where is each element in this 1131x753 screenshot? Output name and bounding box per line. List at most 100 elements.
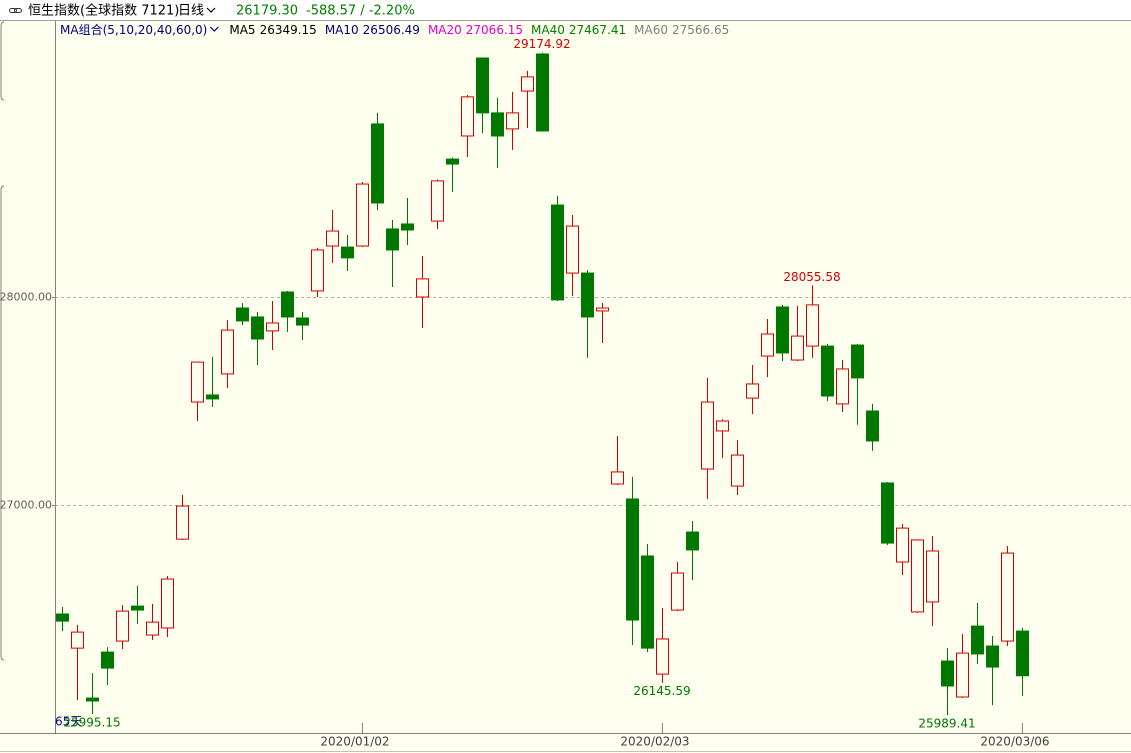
ma-name: MA60 [634,23,668,37]
candle-body [671,572,684,611]
candle-body [506,112,519,130]
candle-body [371,123,384,204]
ma-value: 27066.15 [466,23,523,37]
candle-body [746,383,759,399]
candle-body [386,228,399,251]
candle-body [281,291,294,318]
ma-value: 26506.49 [363,23,420,37]
candle-body [431,180,444,222]
low-label: 25989.41 [918,717,975,731]
high-label: 28055.58 [783,270,840,284]
candle-body [851,344,864,379]
candle-body [821,345,834,397]
candle-body [236,307,249,322]
side-panel-edge [0,21,5,661]
ma-value: 26349.15 [260,23,317,37]
candle-body [881,482,894,544]
candle-body [161,578,174,629]
candle-body [461,96,474,137]
candle-body [341,246,354,259]
low-label: 25995.15 [63,716,120,730]
candle-body [176,505,189,540]
candle-body [566,225,579,274]
candle-body [911,539,924,613]
candle-body [596,307,609,312]
candle-body [356,183,369,247]
candle-body [626,498,639,621]
ma-name: MA40 [531,23,565,37]
range-label: 65天 [55,715,82,729]
candle-body [716,420,729,432]
x-tick-label: 2020/03/06 [980,735,1049,749]
candle-body [326,230,339,247]
ma-name: MA10 [325,23,359,37]
candle-body [656,638,669,675]
period-selector[interactable]: 日线 [178,4,204,19]
candle-body [776,306,789,354]
candle-body [866,410,879,442]
ma-chevron[interactable] [209,26,219,32]
candle-body [686,531,699,551]
link-icon [9,8,22,13]
candle-body [836,368,849,405]
high-label: 29174.92 [513,37,570,51]
candle-body [641,555,654,649]
candle-body [86,697,99,702]
last-price: 26179.30 [236,4,298,19]
x-tick-label: 2020/01/02 [320,735,389,749]
candle-body [131,605,144,611]
ma-name: MA20 [428,23,462,37]
candle-body [701,401,714,470]
candle-body [101,651,114,669]
candle-body [206,394,219,400]
candle-body [761,333,774,357]
period-chevron[interactable] [206,7,216,13]
ma-group-label: MA组合(5,10,20,40,60,0) [60,22,207,37]
ma-name: MA5 [229,23,255,37]
candle-body [251,316,264,340]
low-label: 26145.59 [633,684,690,698]
candle-body [731,454,744,487]
ma-value: 27467.41 [569,23,626,37]
candle-body [491,112,504,137]
y-tick-label: 27000.00 [0,499,52,512]
candle-body [221,329,234,375]
candle-body [986,645,999,668]
candle-body [446,158,459,165]
candle-body [71,631,84,649]
candle-body [611,471,624,485]
candle-body [266,322,279,332]
candle-body [896,527,909,563]
candle-body [971,625,984,655]
candle-body [581,272,594,318]
price-change: -588.57 / -2.20% [306,4,415,19]
ma-value: 27566.65 [672,23,729,37]
candle-body [146,621,159,636]
instrument-title: 恒生指数(全球指数 7121) [28,3,179,19]
x-tick-label: 2020/02/03 [620,735,689,749]
candle-body [401,223,414,231]
candle-body [926,550,939,603]
ma-legend: MA组合(5,10,20,40,60,0) MA5 26349.15 MA10 2650… [60,22,729,37]
candle-body [416,278,429,298]
candle-body [1001,552,1014,642]
candle-body [806,304,819,347]
candle-body [956,652,969,698]
header-bar [0,0,1131,20]
candle-body [941,660,954,687]
candle-body [56,613,69,622]
candle-body [476,57,489,114]
candle-body [1016,630,1029,677]
candle-body [536,53,549,132]
candle-body [311,249,324,292]
candle-body [191,361,204,403]
candle-body [521,76,534,92]
candle-body [296,317,309,326]
candle-body [791,335,804,361]
candle-body [551,204,564,301]
candle-body [116,610,129,642]
y-tick-label: 28000.00 [0,291,52,304]
